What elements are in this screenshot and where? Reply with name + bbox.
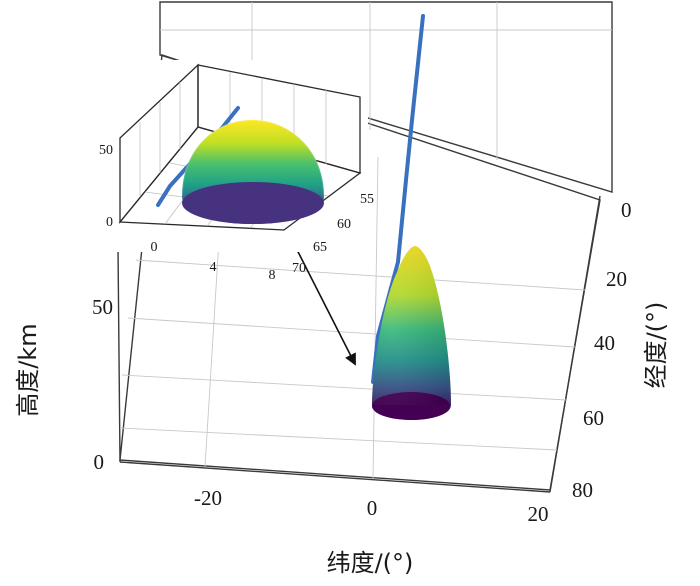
inset-x-tick: 0 (151, 240, 158, 255)
x-tick: 20 (528, 502, 549, 526)
y-axis-title: 经度/(°) (642, 302, 670, 389)
main-cone-surface (372, 246, 451, 420)
inset-x-tick: 8 (269, 268, 276, 283)
y-axis-line (549, 195, 601, 493)
x-tick: 0 (367, 496, 378, 520)
x-axis-title: 纬度/(°) (327, 549, 414, 577)
main-trajectory (371, 14, 425, 384)
inset-y-tick: 70 (292, 261, 306, 276)
z-ticks: 0 50 (92, 295, 113, 474)
y-tick: 80 (572, 478, 593, 502)
inset-plot: 0 50 0 4 8 55 60 65 70 (99, 60, 374, 283)
inset-x-tick: 4 (210, 260, 217, 275)
y-tick: 40 (594, 331, 615, 355)
inset-dome-surface (181, 118, 325, 224)
inset-y-tick: 55 (360, 192, 374, 207)
inset-y-tick: 60 (337, 217, 351, 232)
x-axis-line (119, 461, 551, 493)
x-tick: -20 (194, 486, 222, 510)
inset-y-tick: 65 (313, 240, 327, 255)
z-axis-title: 高度/km (14, 323, 42, 416)
x-ticks: -20 0 20 (194, 486, 549, 526)
z-axis-line (117, 247, 121, 463)
inset-z-tick: 0 (106, 215, 113, 230)
y-tick: 60 (583, 406, 604, 430)
z-tick: 0 (94, 450, 105, 474)
z-tick: 50 (92, 295, 113, 319)
y-ticks: 0 20 40 60 80 (572, 198, 632, 502)
wall-grid (160, 2, 612, 160)
main-axes (117, 1, 613, 493)
y-tick: 0 (621, 198, 632, 222)
inset-floor (118, 126, 362, 231)
inset-z-tick: 50 (99, 143, 113, 158)
zoom-arrow (289, 235, 356, 366)
floor-grid (119, 92, 586, 480)
back-wall (159, 1, 613, 193)
y-tick: 20 (606, 267, 627, 291)
